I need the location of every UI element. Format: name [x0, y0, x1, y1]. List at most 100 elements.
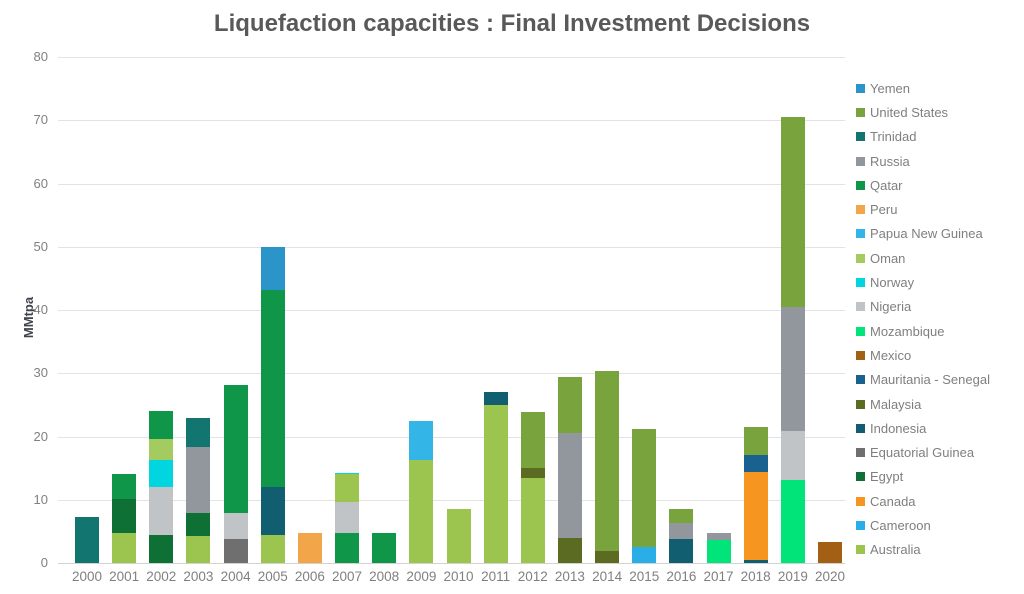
legend-label: Peru	[870, 202, 898, 218]
bar-2002-segment-norway	[149, 459, 174, 488]
legend-label: Malaysia	[870, 396, 922, 412]
trinidad-swatch-icon	[856, 132, 865, 142]
bar-2017	[706, 533, 731, 563]
x-tick-label-2018: 2018	[740, 569, 771, 584]
legend-item-egypt: Egypt	[856, 465, 1022, 489]
bar-2019-segment-united-states	[780, 117, 805, 307]
bar-2013-segment-united-states	[557, 377, 582, 434]
bar-2003-segment-australia	[186, 535, 211, 563]
gridline-50	[58, 246, 845, 248]
bar-2018-segment-indonesia	[743, 559, 768, 563]
bar-2007	[335, 472, 360, 563]
bar-2016	[669, 509, 694, 563]
bar-2009-segment-australia	[409, 459, 434, 563]
bar-2007-segment-nigeria	[335, 501, 360, 533]
legend-label: Yemen	[870, 80, 910, 96]
legend-item-united-states: United States	[856, 100, 1022, 124]
bar-2009-segment-papua-new-guinea	[409, 421, 434, 460]
legend-item-canada: Canada	[856, 489, 1022, 513]
bar-2009	[409, 421, 434, 563]
x-tick-label-2014: 2014	[592, 569, 623, 584]
y-tick-label-0: 0	[40, 555, 48, 570]
legend-label: Mexico	[870, 347, 912, 363]
bar-2018	[743, 427, 768, 563]
norway-swatch-icon	[856, 278, 865, 288]
bar-2015	[632, 428, 657, 563]
gridline-10	[58, 499, 845, 501]
bar-2019-segment-nigeria	[780, 431, 805, 481]
bar-2020-segment-mexico	[818, 542, 842, 563]
legend-item-peru: Peru	[856, 197, 1022, 221]
y-tick-label-10: 10	[33, 491, 48, 507]
chart-title: Liquefaction capacities : Final Investme…	[213, 10, 811, 37]
bar-2008	[372, 532, 397, 563]
legend-label: United States	[870, 104, 949, 120]
bar-2005-segment-yemen	[260, 247, 285, 290]
bar-2016-segment-united-states	[669, 509, 694, 524]
bar-2018-segment-mauritania-senegal	[743, 455, 768, 472]
bar-2004-segment-nigeria	[223, 513, 248, 539]
legend-item-australia: Australia	[856, 538, 1022, 562]
yemen-swatch-icon	[856, 83, 865, 93]
legend-label: Norway	[870, 275, 915, 291]
indonesia-swatch-icon	[856, 423, 865, 433]
bar-2008-segment-qatar	[372, 532, 397, 563]
y-tick-label-60: 60	[33, 175, 48, 191]
legend-item-cameroon: Cameroon	[856, 513, 1022, 537]
bar-2011-segment-australia	[483, 404, 508, 563]
legend-label: Mauritania - Senegal	[870, 372, 990, 388]
gridline-30	[58, 373, 845, 375]
mauritania-senegal-swatch-icon	[856, 375, 865, 385]
y-tick-label-40: 40	[33, 302, 48, 317]
legend-item-trinidad: Trinidad	[856, 125, 1022, 149]
legend: Yemen United States Trinidad Russia Qatar Per…	[856, 76, 1022, 562]
x-tick-label-2020: 2020	[814, 569, 846, 584]
legend-item-russia: Russia	[856, 149, 1022, 173]
bar-2017-segment-mozambique	[706, 540, 731, 563]
legend-item-nigeria: Nigeria	[856, 295, 1022, 319]
y-tick-label-50: 50	[33, 238, 48, 254]
x-tick-label-2011: 2011	[481, 569, 511, 584]
peru-swatch-icon	[856, 205, 865, 215]
legend-label: Australia	[870, 542, 921, 558]
x-axis-line	[58, 563, 845, 564]
x-tick-label-2008: 2008	[369, 569, 400, 584]
bar-2018-segment-united-states	[743, 427, 768, 456]
x-tick-label-2009: 2009	[406, 569, 437, 584]
bar-2007-segment-norway	[335, 472, 360, 475]
y-tick-label-80: 80	[33, 49, 48, 64]
y-tick-label-70: 70	[33, 112, 48, 128]
legend-item-equatorial-guinea: Equatorial Guinea	[856, 440, 1022, 464]
bar-2002-segment-nigeria	[149, 487, 174, 536]
x-tick-label-2003: 2003	[183, 569, 214, 584]
legend-item-mozambique: Mozambique	[856, 319, 1022, 343]
bar-2000	[75, 517, 99, 563]
united-states-swatch-icon	[856, 107, 865, 117]
legend-label: Russia	[870, 153, 910, 169]
y-tick-label-30: 30	[33, 365, 48, 381]
australia-swatch-icon	[856, 545, 865, 555]
bar-2001-segment-egypt	[112, 498, 137, 534]
x-tick-label-2004: 2004	[220, 569, 251, 584]
bar-2006-segment-peru	[297, 533, 322, 563]
bar-2012	[520, 411, 545, 563]
legend-label: Cameroon	[870, 517, 931, 533]
x-tick-label-2002: 2002	[146, 569, 177, 584]
legend-item-indonesia: Indonesia	[856, 416, 1022, 440]
gridline-70	[58, 120, 845, 122]
x-tick-label-2017: 2017	[703, 569, 734, 584]
bar-2015-segment-cameroon	[632, 546, 657, 563]
bar-2020	[818, 542, 842, 563]
bar-2001-segment-australia	[112, 533, 137, 563]
bar-2012-segment-malaysia	[520, 468, 545, 478]
bar-2019-segment-russia	[780, 306, 805, 432]
mexico-swatch-icon	[856, 350, 865, 360]
bar-2004-segment-qatar	[223, 384, 248, 514]
legend-label: Canada	[870, 493, 916, 509]
bar-2003-segment-egypt	[186, 513, 211, 536]
bar-2005-segment-indonesia	[260, 487, 285, 536]
bar-2012-segment-australia	[520, 477, 545, 563]
bar-2000-segment-trinidad	[75, 517, 99, 563]
plot-area	[58, 57, 845, 564]
